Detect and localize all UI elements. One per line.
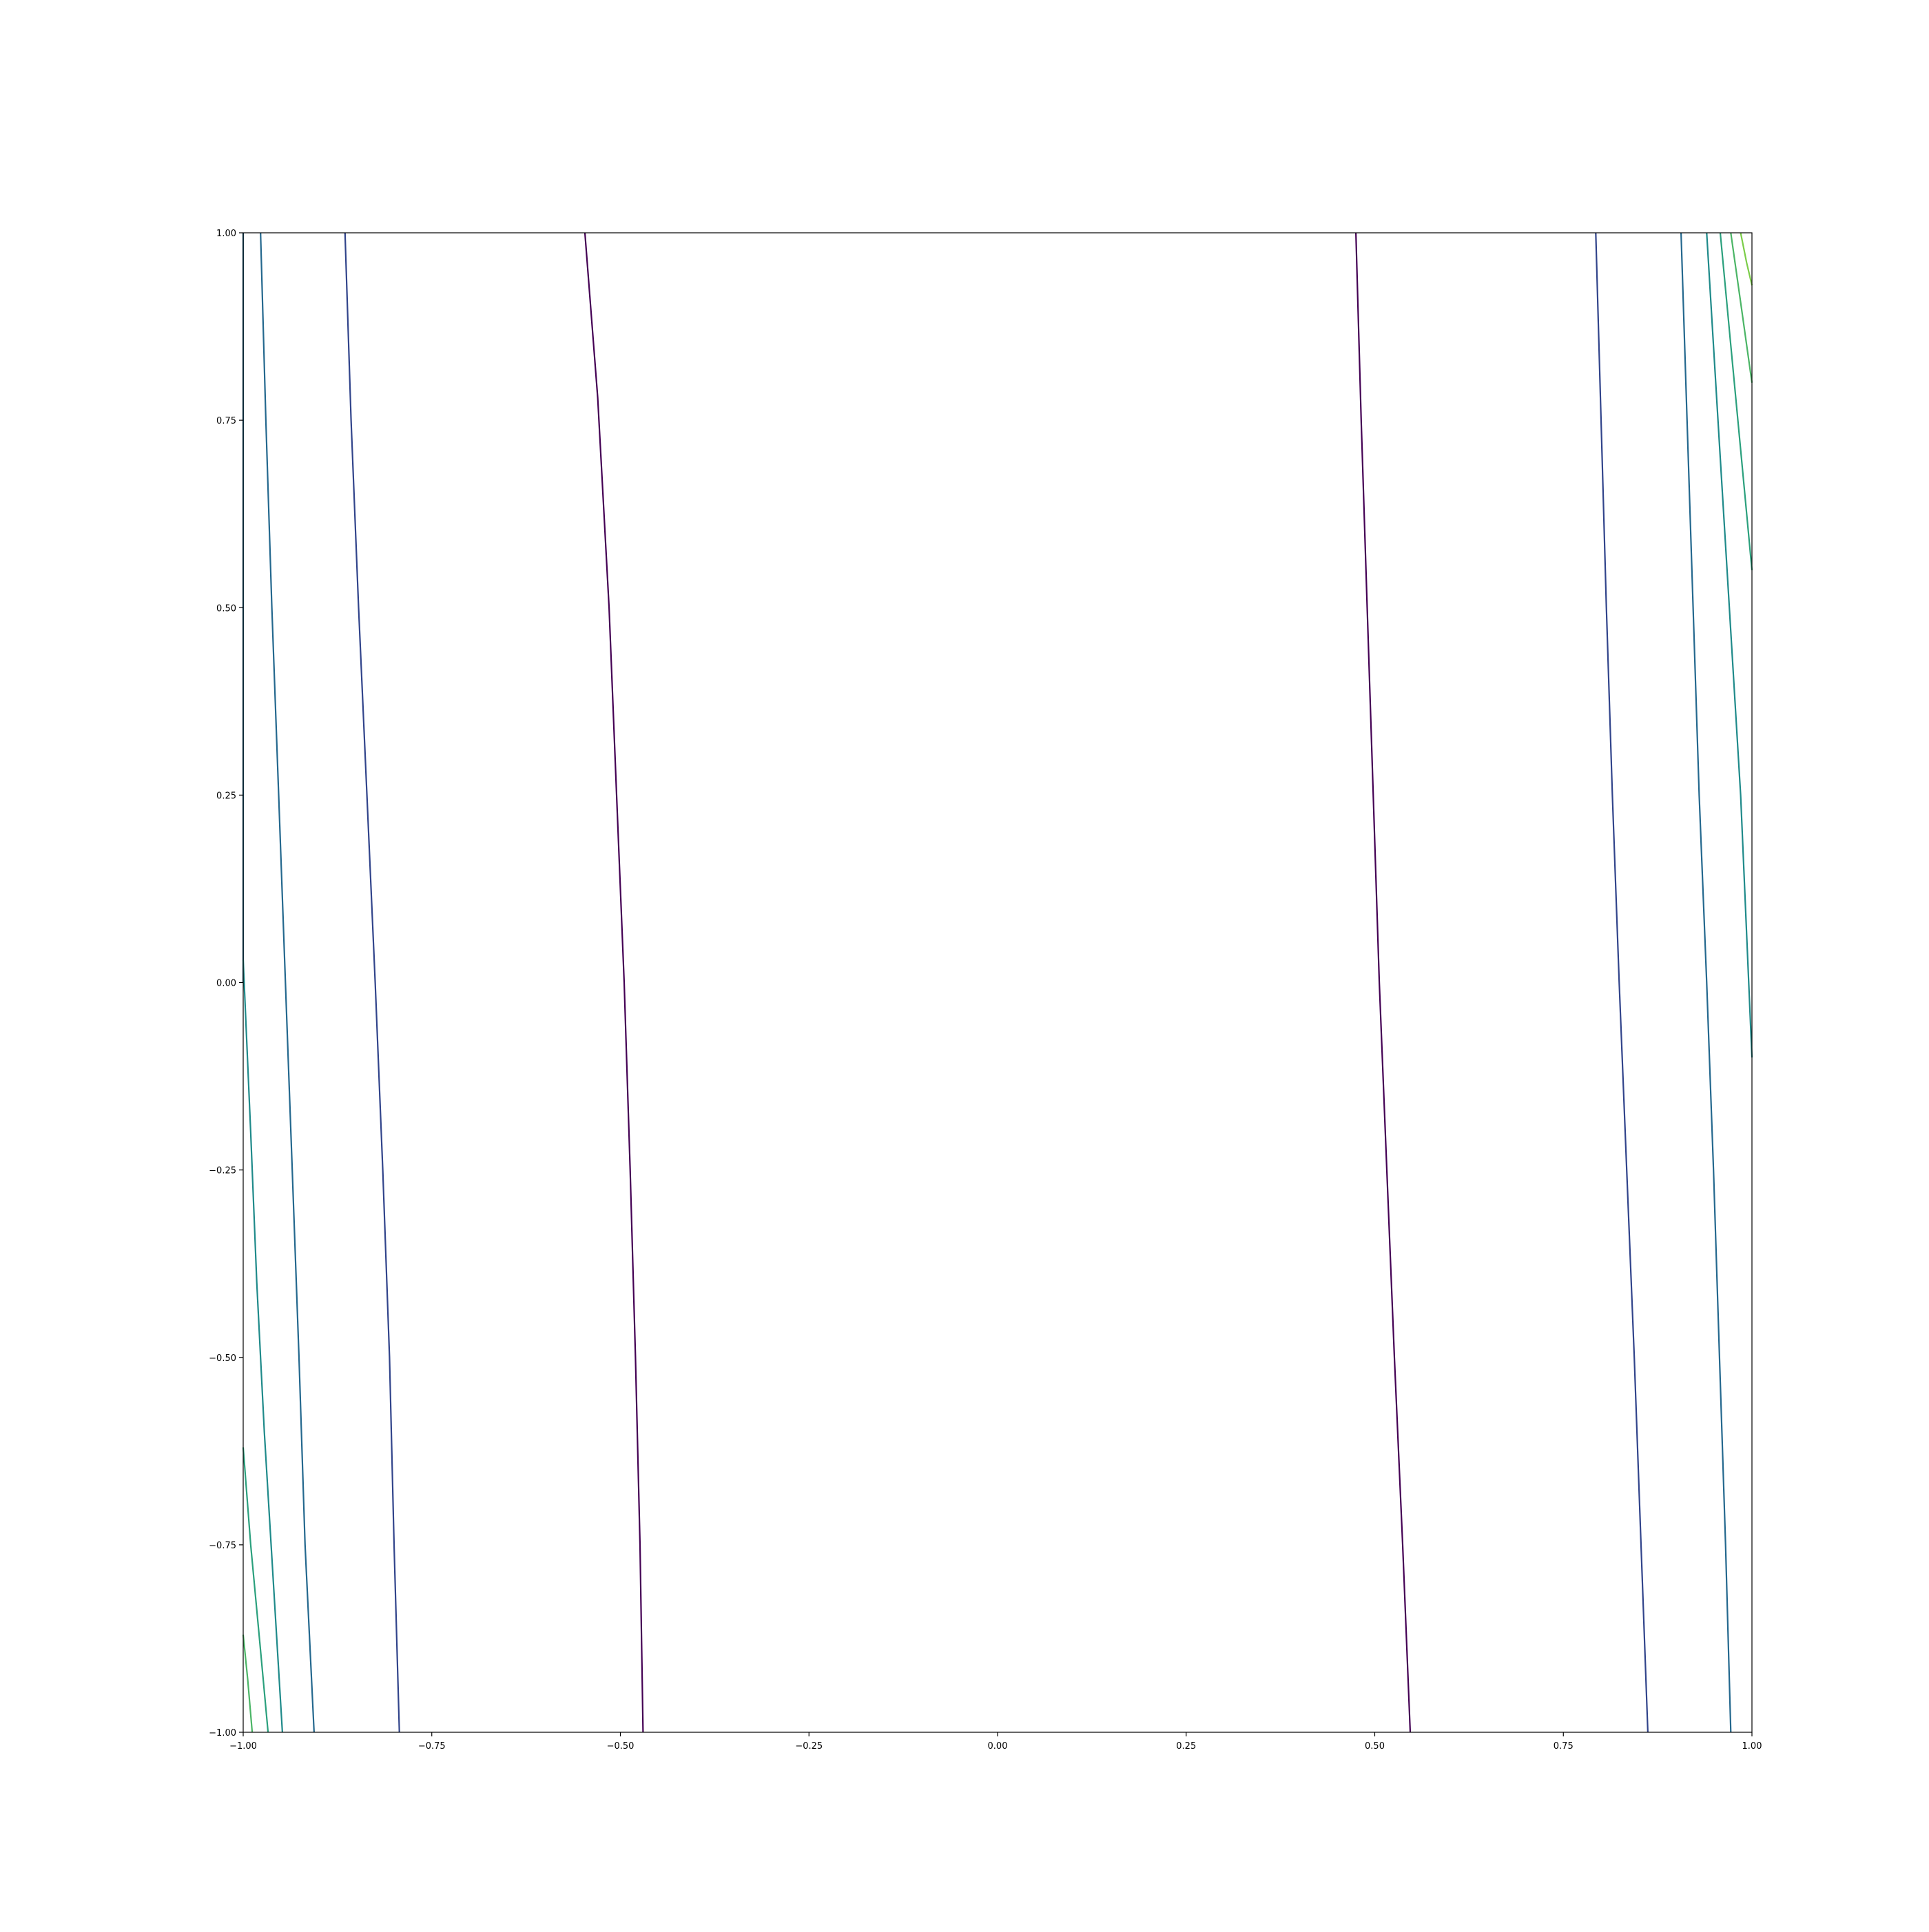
x-tick-label: −0.75 bbox=[418, 1741, 446, 1752]
contour-line-8 bbox=[1706, 232, 1753, 1058]
contour-line-11 bbox=[242, 1634, 254, 1733]
contour-layer bbox=[242, 232, 1753, 1733]
y-tick-label: 0.25 bbox=[216, 791, 236, 801]
contour-line-9 bbox=[242, 1447, 269, 1733]
contour-line-12 bbox=[1730, 232, 1753, 383]
x-tick-label: −0.50 bbox=[607, 1741, 635, 1752]
contour-line-1 bbox=[1355, 232, 1412, 1733]
x-tick-label: 0.25 bbox=[1176, 1741, 1196, 1752]
x-tick-label: 0.50 bbox=[1365, 1741, 1385, 1752]
contour-line-3 bbox=[1595, 232, 1649, 1733]
y-tick-label: −0.50 bbox=[209, 1353, 236, 1364]
x-tick-label: −0.25 bbox=[795, 1741, 823, 1752]
axes: −1.00 −0.75 −0.50 −0.25 0.00 0.25 0.50 0.75 1.00… bbox=[209, 229, 1762, 1752]
y-tick-label: 0.50 bbox=[216, 603, 236, 614]
y-tick-label: 1.00 bbox=[216, 229, 236, 239]
x-tick-label: 1.00 bbox=[1742, 1741, 1762, 1752]
contour-line-10 bbox=[1719, 232, 1753, 570]
x-tick-label: 0.75 bbox=[1554, 1741, 1574, 1752]
contour-line-2 bbox=[344, 232, 400, 1733]
y-tick-label: −0.75 bbox=[209, 1541, 236, 1551]
y-axis: −1.00 −0.75 −0.50 −0.25 0.00 0.25 0.50 0.75 1.00 bbox=[209, 229, 243, 1738]
x-tick-label: −1.00 bbox=[229, 1741, 257, 1752]
y-tick-label: 0.75 bbox=[216, 416, 236, 426]
contour-line-5 bbox=[260, 232, 315, 1733]
y-tick-label: −0.25 bbox=[209, 1166, 236, 1176]
contour-line-6 bbox=[1680, 232, 1732, 1733]
x-axis: −1.00 −0.75 −0.50 −0.25 0.00 0.25 0.50 0.75 1.00 bbox=[229, 1732, 1762, 1752]
contour-line-0 bbox=[584, 232, 644, 1733]
y-tick-label: 0.00 bbox=[216, 979, 236, 989]
plot-frame bbox=[243, 232, 1753, 1733]
contour-line-7 bbox=[242, 959, 283, 1733]
y-tick-label: −1.00 bbox=[209, 1728, 236, 1738]
contour-line-13 bbox=[1740, 232, 1753, 286]
x-tick-label: 0.00 bbox=[988, 1741, 1008, 1752]
